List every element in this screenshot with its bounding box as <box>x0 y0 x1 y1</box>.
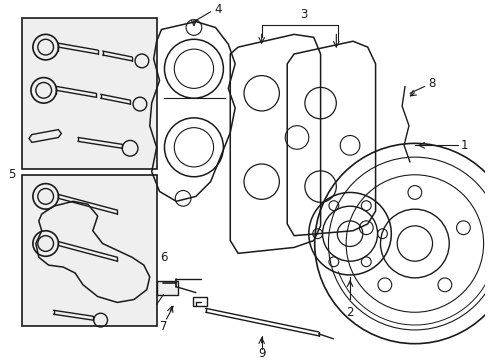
Bar <box>22 18 156 169</box>
Text: 6: 6 <box>160 251 167 264</box>
Text: 4: 4 <box>214 3 222 16</box>
Text: 8: 8 <box>427 77 434 90</box>
Text: 3: 3 <box>300 8 307 21</box>
Text: 7: 7 <box>160 320 167 333</box>
Text: 2: 2 <box>346 306 353 319</box>
Bar <box>22 175 156 326</box>
Text: 5: 5 <box>9 168 16 181</box>
Bar <box>156 281 178 294</box>
Text: 1: 1 <box>459 139 467 152</box>
Bar <box>193 297 206 306</box>
Text: 9: 9 <box>257 347 265 360</box>
